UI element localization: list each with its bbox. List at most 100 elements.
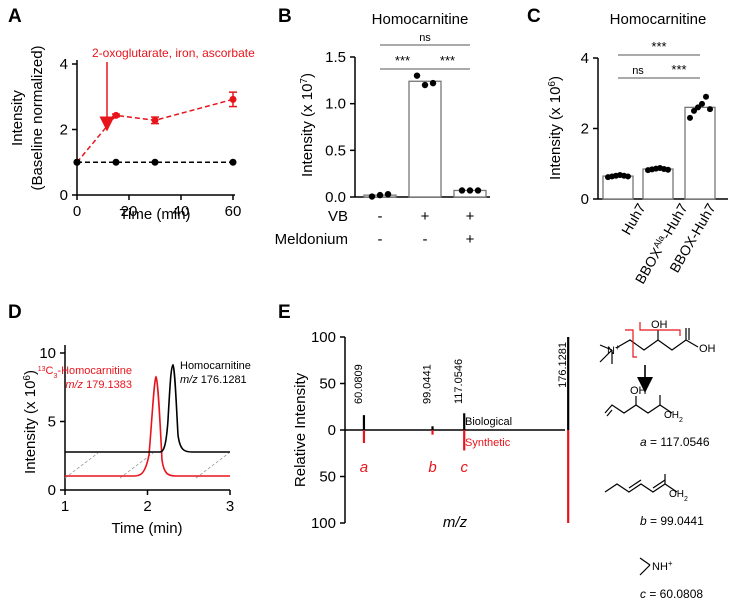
- d-label-black-name: Homocarnitine: [180, 360, 251, 372]
- structure-text: N+ OH OH OH OH2 OH2 NH+ a = 117.0546 b =…: [607, 319, 716, 601]
- chain: [615, 339, 687, 351]
- d-label-black-mz: m/z 176.1281: [180, 374, 247, 386]
- structure-c-nh: NH+: [652, 559, 673, 574]
- a-point: [112, 158, 120, 166]
- a-point: [229, 158, 237, 166]
- d-trace-black: [65, 363, 230, 453]
- c-point: [687, 114, 693, 121]
- b-bar: [408, 80, 442, 198]
- d-xtick-label: 1: [61, 498, 69, 515]
- c-point: [703, 93, 709, 100]
- e-peak-label: 117.0546: [453, 359, 465, 404]
- structure-a-oh2: OH2: [664, 410, 683, 424]
- d-xtick-label: 3: [226, 498, 234, 515]
- e-peak-label: 60.0809: [353, 364, 365, 404]
- d-trace-red: [65, 375, 230, 477]
- d-ytick-label: 0: [48, 482, 56, 499]
- c-sig-label: ***: [671, 62, 686, 77]
- e-peak-label: 176.1281: [557, 342, 569, 388]
- c-ytick-label: 2: [581, 121, 589, 138]
- a-point: [112, 111, 120, 119]
- e-ytick-label: 100: [311, 329, 336, 346]
- e-legend-biological: Biological: [465, 416, 512, 428]
- structure-c-bond1: [639, 557, 651, 566]
- panel-label-b: B: [278, 6, 292, 27]
- structure-c-label: c = 60.0808: [640, 587, 703, 601]
- b-point: [474, 187, 482, 194]
- structure-a-oh: OH: [630, 385, 647, 397]
- cleavage-bracket-1: [625, 329, 637, 358]
- b-row-meldonium: Meldonium: [275, 231, 348, 248]
- bond-oh2: [685, 339, 699, 348]
- c-ytick-label: 4: [581, 50, 589, 67]
- b-ytick-label: 1.5: [325, 49, 346, 66]
- b-title: Homocarnitine: [372, 11, 469, 28]
- d-xlabel: Time (min): [111, 520, 182, 537]
- e-fragment-letter: c: [460, 459, 468, 476]
- a-ytick-label: 4: [60, 56, 68, 73]
- b-cond: -: [378, 208, 383, 225]
- b-ytick-label: 1.0: [325, 96, 346, 113]
- b-ytick-label: 0.0: [325, 189, 346, 206]
- b-ytick-label: 0.5: [325, 142, 346, 159]
- e-legend-synthetic: Synthetic: [465, 437, 511, 449]
- panel-label-a: A: [8, 6, 22, 27]
- b-cond: +: [466, 231, 475, 248]
- bond: [599, 349, 613, 363]
- structure-b-oh2: OH2: [669, 489, 688, 503]
- b-row-vb: VB: [328, 208, 348, 225]
- c-point: [691, 107, 697, 114]
- a-point: [151, 158, 159, 166]
- bond: [599, 344, 613, 351]
- cleavage-bracket-2: [639, 322, 681, 336]
- a-point: [151, 116, 159, 124]
- structure-oh: OH: [651, 319, 668, 331]
- b-point: [384, 191, 392, 198]
- c-point: [699, 100, 705, 107]
- e-peak-label: 99.0441: [422, 364, 434, 404]
- a-annotation: 2-oxoglutarate, iron, ascorbate: [92, 46, 255, 60]
- e-ytick-label: 50: [319, 469, 336, 486]
- b-point: [429, 79, 437, 87]
- e-fragment-letter: b: [428, 459, 436, 476]
- panel-a: A Intensity (Baseline normalized) 0 2 4 0 2…: [8, 6, 255, 223]
- a-ytick-label: 2: [60, 122, 68, 139]
- structure-a-double: [606, 409, 613, 417]
- structure-oh-acid: OH: [699, 343, 716, 355]
- a-ylabel-2: (Baseline normalized): [29, 45, 46, 190]
- structure-n: N+: [607, 343, 620, 358]
- b-ylabel: Intensity (x 107): [299, 73, 317, 177]
- d-ylabel: Intensity (x 106): [22, 370, 40, 474]
- c-ytick-label: 0: [581, 191, 589, 208]
- panel-label-e: E: [278, 302, 291, 323]
- panel-b: B Homocarnitine Intensity (x 107) 0.0 0.5…: [275, 6, 490, 248]
- c-bar: [684, 106, 716, 200]
- d-label-red-mz: m/z 179.1383: [65, 379, 132, 391]
- e-ytick-label: 0: [328, 422, 336, 439]
- structure-b-double2: [652, 479, 666, 489]
- b-cond: -: [378, 231, 383, 248]
- a-xlabel: Time (min): [119, 206, 190, 223]
- b-cond: -: [423, 231, 428, 248]
- panel-label-d: D: [8, 302, 22, 323]
- b-point: [458, 187, 466, 194]
- c-bar: [642, 168, 674, 200]
- d-break-3: [195, 452, 230, 479]
- structure-b-double1: [628, 479, 642, 489]
- a-xtick-label: 60: [225, 203, 242, 220]
- a-ytick-label: 0: [60, 187, 68, 204]
- d-axis-breaks: [64, 452, 230, 479]
- d-xtick-label: 2: [143, 498, 151, 515]
- b-point: [421, 81, 429, 89]
- d-break-2: [119, 452, 154, 479]
- d-ytick-label: 5: [48, 414, 56, 431]
- e-fragment-letter: a: [360, 459, 368, 476]
- c-sig-label: ***: [651, 39, 666, 54]
- a-xtick-label: 20: [121, 203, 138, 220]
- e-ytick-label: 100: [311, 515, 336, 532]
- structure-b-label: b = 99.0441: [640, 514, 704, 528]
- c-point: [625, 173, 631, 180]
- e-ytick-label: 50: [319, 376, 336, 393]
